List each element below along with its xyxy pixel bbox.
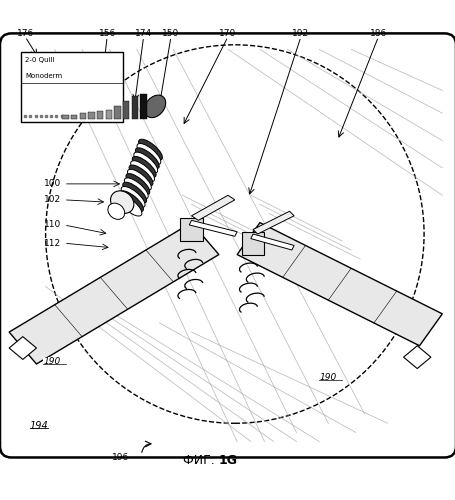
Ellipse shape bbox=[144, 95, 165, 118]
Text: 110: 110 bbox=[44, 220, 61, 230]
Text: 170: 170 bbox=[219, 29, 236, 38]
Text: 1G: 1G bbox=[218, 454, 238, 467]
Ellipse shape bbox=[126, 174, 149, 195]
Polygon shape bbox=[9, 222, 218, 364]
Bar bbox=[80, 113, 86, 118]
Bar bbox=[131, 96, 138, 118]
Bar bbox=[180, 218, 202, 241]
Bar bbox=[123, 102, 129, 118]
Text: 194: 194 bbox=[30, 420, 48, 430]
Text: 2-0 Quill: 2-0 Quill bbox=[25, 58, 55, 64]
Text: 196: 196 bbox=[111, 453, 129, 462]
Ellipse shape bbox=[121, 186, 145, 208]
Ellipse shape bbox=[124, 178, 148, 199]
Ellipse shape bbox=[122, 182, 147, 203]
Bar bbox=[106, 110, 112, 118]
Bar bbox=[140, 94, 147, 118]
Ellipse shape bbox=[129, 165, 152, 186]
Polygon shape bbox=[189, 220, 237, 236]
Text: 156: 156 bbox=[98, 29, 116, 38]
Bar bbox=[241, 232, 264, 254]
Ellipse shape bbox=[127, 170, 151, 190]
Text: 100: 100 bbox=[44, 180, 61, 188]
Text: 190: 190 bbox=[318, 373, 336, 382]
Text: 186: 186 bbox=[369, 29, 386, 38]
Polygon shape bbox=[403, 346, 430, 368]
Text: 150: 150 bbox=[162, 29, 179, 38]
Bar bbox=[62, 115, 69, 118]
Bar bbox=[20, 52, 123, 123]
Ellipse shape bbox=[138, 139, 162, 160]
Bar bbox=[114, 106, 121, 118]
Text: 112: 112 bbox=[44, 238, 61, 248]
Ellipse shape bbox=[108, 203, 124, 220]
Bar bbox=[97, 112, 103, 118]
Text: Monoderm: Monoderm bbox=[25, 73, 62, 79]
Ellipse shape bbox=[135, 148, 159, 169]
Ellipse shape bbox=[110, 191, 134, 214]
Text: 190: 190 bbox=[43, 357, 61, 366]
Polygon shape bbox=[191, 196, 234, 220]
Polygon shape bbox=[237, 222, 441, 346]
Polygon shape bbox=[250, 234, 293, 250]
FancyBboxPatch shape bbox=[0, 34, 455, 458]
Text: 174: 174 bbox=[135, 29, 152, 38]
Text: 102: 102 bbox=[44, 196, 61, 204]
Polygon shape bbox=[253, 211, 293, 234]
Ellipse shape bbox=[119, 191, 143, 212]
Bar bbox=[71, 115, 77, 118]
Bar bbox=[88, 112, 95, 118]
Ellipse shape bbox=[136, 144, 161, 165]
Ellipse shape bbox=[118, 195, 142, 216]
Text: ФИГ.: ФИГ. bbox=[183, 454, 218, 467]
Ellipse shape bbox=[131, 160, 154, 182]
Text: 192: 192 bbox=[292, 29, 309, 38]
Ellipse shape bbox=[132, 156, 156, 178]
Ellipse shape bbox=[133, 152, 157, 173]
Text: 176: 176 bbox=[16, 29, 34, 38]
Polygon shape bbox=[9, 336, 36, 359]
